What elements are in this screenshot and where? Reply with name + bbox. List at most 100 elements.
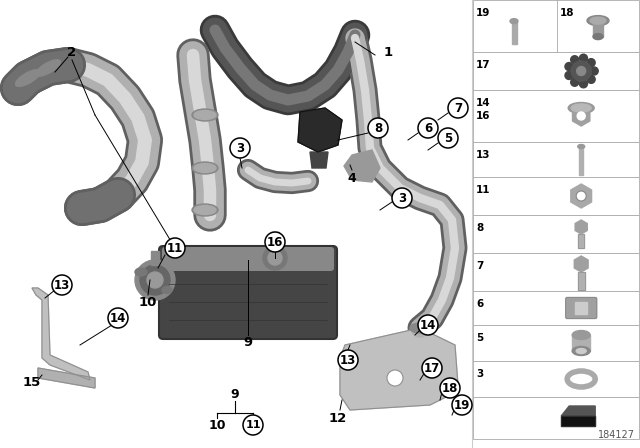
Text: 5: 5 [444,132,452,145]
Circle shape [452,395,472,415]
Ellipse shape [576,349,586,353]
Text: 19: 19 [476,8,490,18]
Polygon shape [344,150,380,182]
Bar [473,397,639,439]
Polygon shape [32,288,90,380]
Circle shape [243,415,263,435]
Text: 10: 10 [139,296,157,309]
Text: 17: 17 [476,60,491,70]
Text: 3: 3 [398,191,406,204]
Text: 11: 11 [167,241,183,254]
Bar [151,251,159,265]
Ellipse shape [578,145,585,148]
Bar [593,21,603,37]
FancyBboxPatch shape [162,247,334,271]
Text: 6: 6 [476,299,483,309]
Ellipse shape [410,323,430,333]
Bar [578,234,584,248]
Bar [473,361,639,397]
Text: 15: 15 [23,375,41,388]
Circle shape [263,246,287,270]
Polygon shape [561,406,595,416]
Polygon shape [310,152,328,168]
Circle shape [572,61,591,81]
Ellipse shape [192,109,218,121]
Circle shape [392,188,412,208]
Text: 14: 14 [420,319,436,332]
Text: 11: 11 [245,420,260,430]
Ellipse shape [568,103,594,113]
Circle shape [576,191,586,201]
Circle shape [368,118,388,138]
Circle shape [587,75,595,83]
Text: 7: 7 [476,261,483,271]
Circle shape [147,272,163,288]
Polygon shape [38,368,95,388]
Bar [473,90,639,142]
Bar [271,232,279,248]
Circle shape [52,275,72,295]
Ellipse shape [572,192,590,200]
Ellipse shape [587,16,609,26]
Circle shape [418,315,438,335]
Circle shape [448,98,468,118]
Text: 3: 3 [236,142,244,155]
Text: 7: 7 [454,102,462,115]
Circle shape [579,80,588,88]
Text: 19: 19 [454,399,470,412]
Circle shape [135,260,175,300]
Ellipse shape [194,206,216,215]
Ellipse shape [194,111,216,120]
Polygon shape [571,184,591,208]
Circle shape [338,350,358,370]
Text: 8: 8 [374,121,382,134]
Ellipse shape [135,268,147,276]
Circle shape [590,67,598,75]
Text: 184127: 184127 [598,430,635,440]
Bar [473,291,639,325]
Text: 18: 18 [442,382,458,395]
Circle shape [571,56,579,64]
Text: 5: 5 [476,333,483,343]
Circle shape [140,265,170,295]
Circle shape [387,370,403,386]
Bar [473,0,639,52]
Text: 10: 10 [208,418,226,431]
Circle shape [565,71,573,79]
Bar [578,272,585,290]
Bar [473,325,639,361]
Text: 6: 6 [424,121,432,134]
Circle shape [165,238,185,258]
Circle shape [108,308,128,328]
Text: 11: 11 [476,185,490,195]
Text: 2: 2 [67,46,77,59]
Ellipse shape [572,104,591,112]
Circle shape [268,251,282,265]
Text: 13: 13 [340,353,356,366]
Polygon shape [573,106,590,126]
Bar [579,146,583,175]
FancyBboxPatch shape [159,246,337,339]
Text: 9: 9 [230,388,239,401]
Bar [578,234,584,248]
Ellipse shape [36,60,60,76]
Circle shape [265,232,285,252]
Bar [561,416,595,426]
Text: 4: 4 [348,172,356,185]
Ellipse shape [15,70,40,86]
Circle shape [565,63,573,70]
Ellipse shape [590,17,606,24]
Bar [473,52,639,90]
Text: 8: 8 [476,223,483,233]
Text: 16: 16 [267,236,283,249]
Bar [473,142,639,177]
Polygon shape [340,328,458,410]
Ellipse shape [192,204,218,216]
Bar [511,22,516,44]
Circle shape [440,378,460,398]
Text: 14: 14 [476,98,491,108]
Polygon shape [575,220,588,234]
Ellipse shape [194,164,216,172]
Ellipse shape [510,19,518,24]
Circle shape [577,66,586,76]
